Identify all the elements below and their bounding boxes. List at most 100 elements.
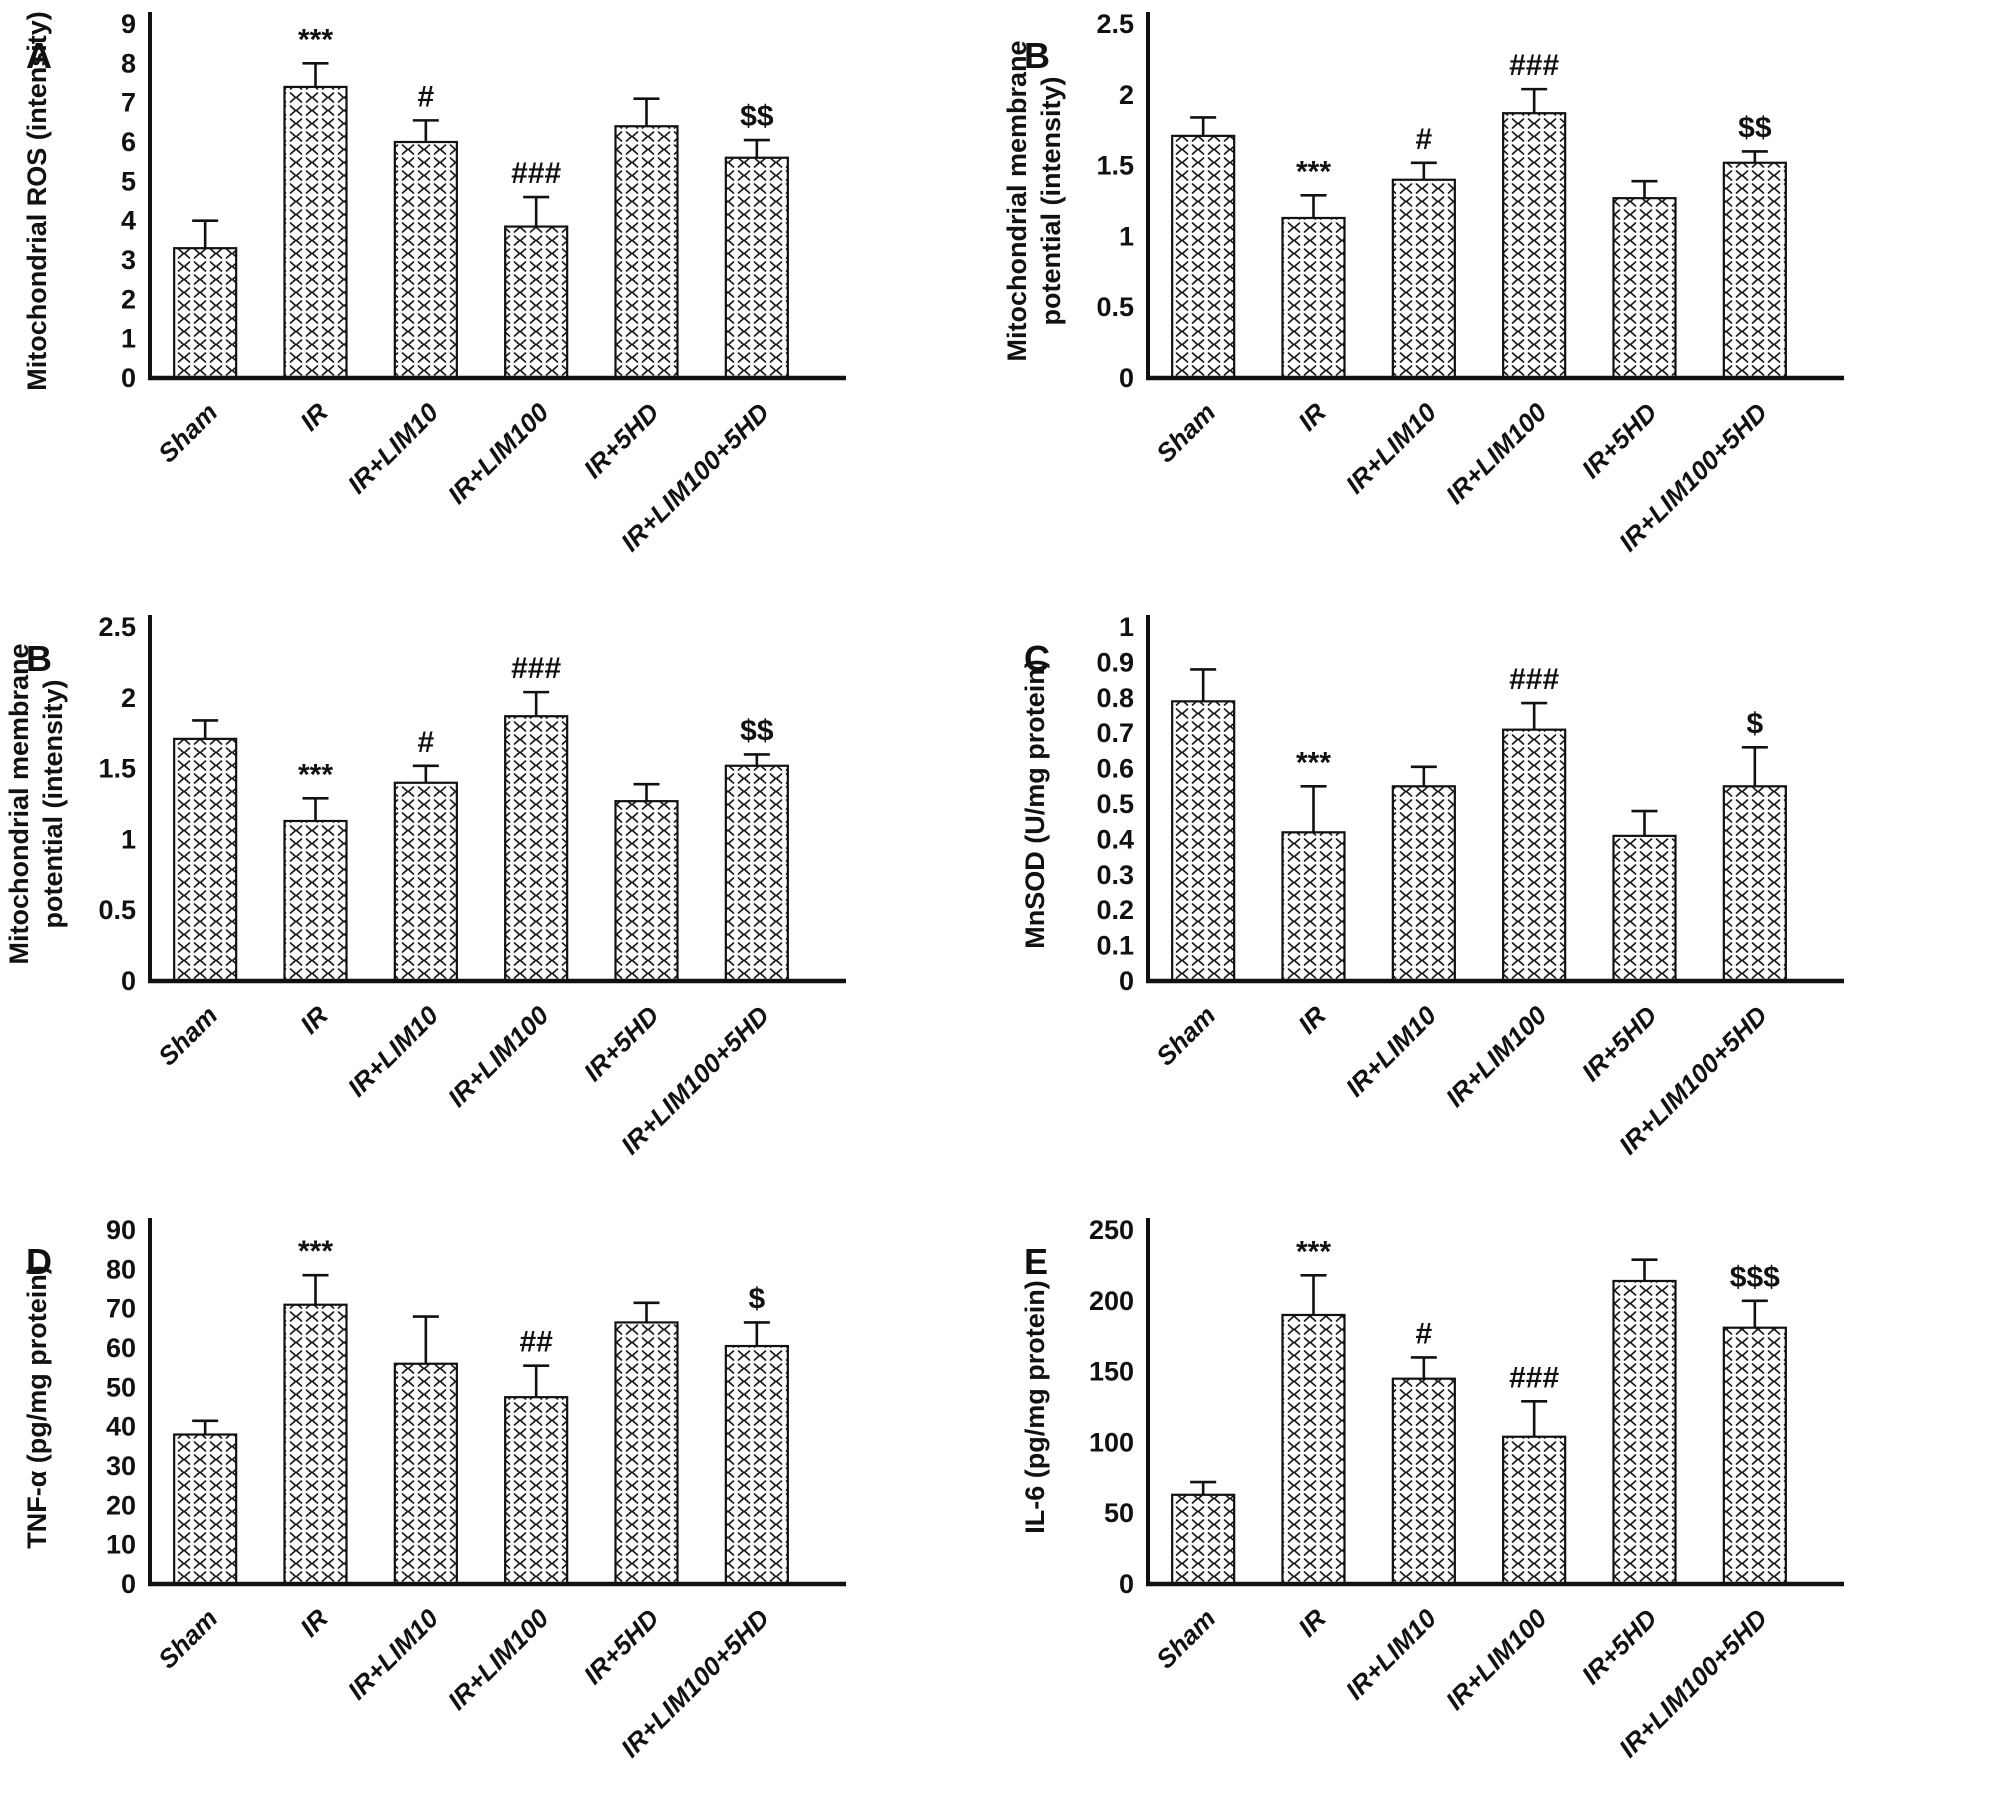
bar-Sham	[173, 247, 238, 380]
x-tick-label: Sham	[152, 397, 223, 468]
y-tick-label: 0.1	[1096, 931, 1134, 961]
y-axis-title: TNF-α (pg/mg protein)	[22, 1265, 52, 1549]
x-tick-label: IR+LIM10	[342, 397, 445, 500]
y-tick-label: 0.2	[1096, 895, 1134, 925]
y-tick-label: 0	[1119, 966, 1134, 996]
y-tick-label: 70	[106, 1294, 136, 1324]
bar-IR+LIM10	[393, 781, 458, 983]
bar-IR+LIM100+5HD	[724, 1344, 789, 1586]
error-bar	[633, 97, 660, 127]
significance-label: ###	[1509, 663, 1559, 696]
bar-Sham	[173, 737, 238, 983]
y-tick-label: 1	[121, 324, 136, 354]
error-bar	[1410, 1356, 1437, 1379]
error-bar	[1190, 116, 1217, 136]
x-tick-label: IR+LIM100	[1440, 1000, 1553, 1113]
y-axis-title: IL-6 (pg/mg protein)	[1020, 1280, 1050, 1533]
y-tick-label: 0	[1119, 1569, 1134, 1599]
y-tick-label: 40	[106, 1412, 136, 1442]
y-tick-label: 3	[121, 245, 136, 275]
x-tick-label: IR+LIM100	[442, 1000, 555, 1113]
y-tick-label: 0.6	[1096, 754, 1134, 784]
error-bar	[412, 119, 439, 142]
error-bar	[633, 1301, 660, 1323]
y-tick-label: 200	[1089, 1286, 1134, 1316]
y-tick-label: 0	[121, 363, 136, 393]
y-tick-label: 1.5	[1096, 151, 1134, 181]
significance-label: ***	[298, 23, 333, 56]
panel-letter: B	[1024, 35, 1050, 76]
error-bar	[633, 782, 660, 802]
y-tick-label: 10	[106, 1530, 136, 1560]
error-bar	[1521, 701, 1548, 730]
panel-letter: D	[26, 1241, 52, 1282]
significance-label: ###	[1509, 49, 1559, 82]
bar-IR+LIM100+5HD	[724, 764, 789, 983]
y-tick-label: 80	[106, 1254, 136, 1284]
y-tick-label: 2	[121, 284, 136, 314]
y-tick-label: 0.5	[1096, 292, 1134, 322]
bar-IR+LIM100	[1502, 728, 1567, 983]
y-tick-label: 0.8	[1096, 683, 1134, 713]
bar-chart-panel-e: EIL-6 (pg/mg protein) 0 50 100 150 200 250 Sham…	[1020, 1215, 1844, 1763]
bar-IR+LIM100+5HD	[724, 156, 789, 380]
error-bar	[302, 62, 329, 87]
significance-label: #	[1415, 123, 1432, 156]
x-tick-label: IR+LIM10	[342, 1603, 445, 1706]
y-tick-label: 150	[1089, 1357, 1134, 1387]
y-tick-label: 50	[1104, 1498, 1134, 1528]
error-bar	[302, 797, 329, 821]
bar-IR	[283, 1303, 348, 1586]
bar-IR+5HD	[1612, 834, 1677, 983]
x-tick-label: IR+LIM10	[1340, 397, 1443, 500]
x-tick-label: Sham	[152, 1000, 223, 1071]
error-bar	[523, 1364, 550, 1398]
bar-IR	[1281, 831, 1346, 983]
significance-label: $$	[740, 100, 774, 133]
bar-IR+LIM100+5HD	[1722, 161, 1787, 380]
x-tick-label: IR+LIM10	[342, 1000, 445, 1103]
x-tick-label: IR	[294, 1603, 334, 1643]
error-bar	[1741, 150, 1768, 163]
bar-IR+5HD	[1612, 1279, 1677, 1586]
y-axis-title: potential (intensity)	[38, 680, 68, 929]
x-tick-label: IR+5HD	[578, 1603, 665, 1690]
y-tick-label: 2	[121, 683, 136, 713]
panel-d-tnf-alpha: D TNF-α (pg/mg protein) 0 10 20 30 40 50 60 70 80 9…	[0, 1206, 998, 1809]
bar-Sham	[173, 1433, 238, 1586]
x-tick-label: IR+LIM100	[1440, 1603, 1553, 1716]
bar-IR+LIM10	[1391, 785, 1456, 983]
panel-e-il6: E IL-6 (pg/mg protein) 0 50 100 150 200 250 Sham…	[998, 1206, 1996, 1809]
bar-IR+5HD	[614, 800, 679, 983]
y-tick-label: 0	[121, 1569, 136, 1599]
bar-IR+LIM100	[1502, 1435, 1567, 1586]
error-bar	[1300, 1274, 1327, 1315]
x-tick-label: IR	[294, 1000, 334, 1040]
significance-label: ##	[519, 1326, 553, 1359]
bar-IR+LIM100	[504, 715, 569, 983]
significance-label: ***	[298, 758, 333, 791]
significance-label: #	[417, 80, 434, 113]
y-tick-label: 50	[106, 1372, 136, 1402]
error-bar	[412, 1315, 439, 1364]
error-bar	[1300, 785, 1327, 833]
error-bar	[1190, 668, 1217, 702]
y-tick-label: 1.5	[98, 754, 136, 784]
y-tick-label: 2.5	[1096, 9, 1134, 39]
error-bar	[523, 195, 550, 227]
error-bar	[1410, 765, 1437, 787]
x-tick-label: IR	[1292, 1000, 1332, 1040]
bar-IR+LIM100	[1502, 112, 1567, 380]
y-tick-label: 5	[121, 166, 136, 196]
x-tick-label: IR	[1292, 1603, 1332, 1643]
significance-label: #	[417, 726, 434, 759]
y-axis-title: MnSOD (U/mg protein)	[1020, 659, 1050, 948]
bar-IR+LIM100+5HD	[1722, 1326, 1787, 1586]
y-tick-label: 2	[1119, 80, 1134, 110]
significance-label: #	[1415, 1317, 1432, 1350]
y-tick-label: 9	[121, 9, 136, 39]
panel-letter: B	[26, 638, 52, 679]
